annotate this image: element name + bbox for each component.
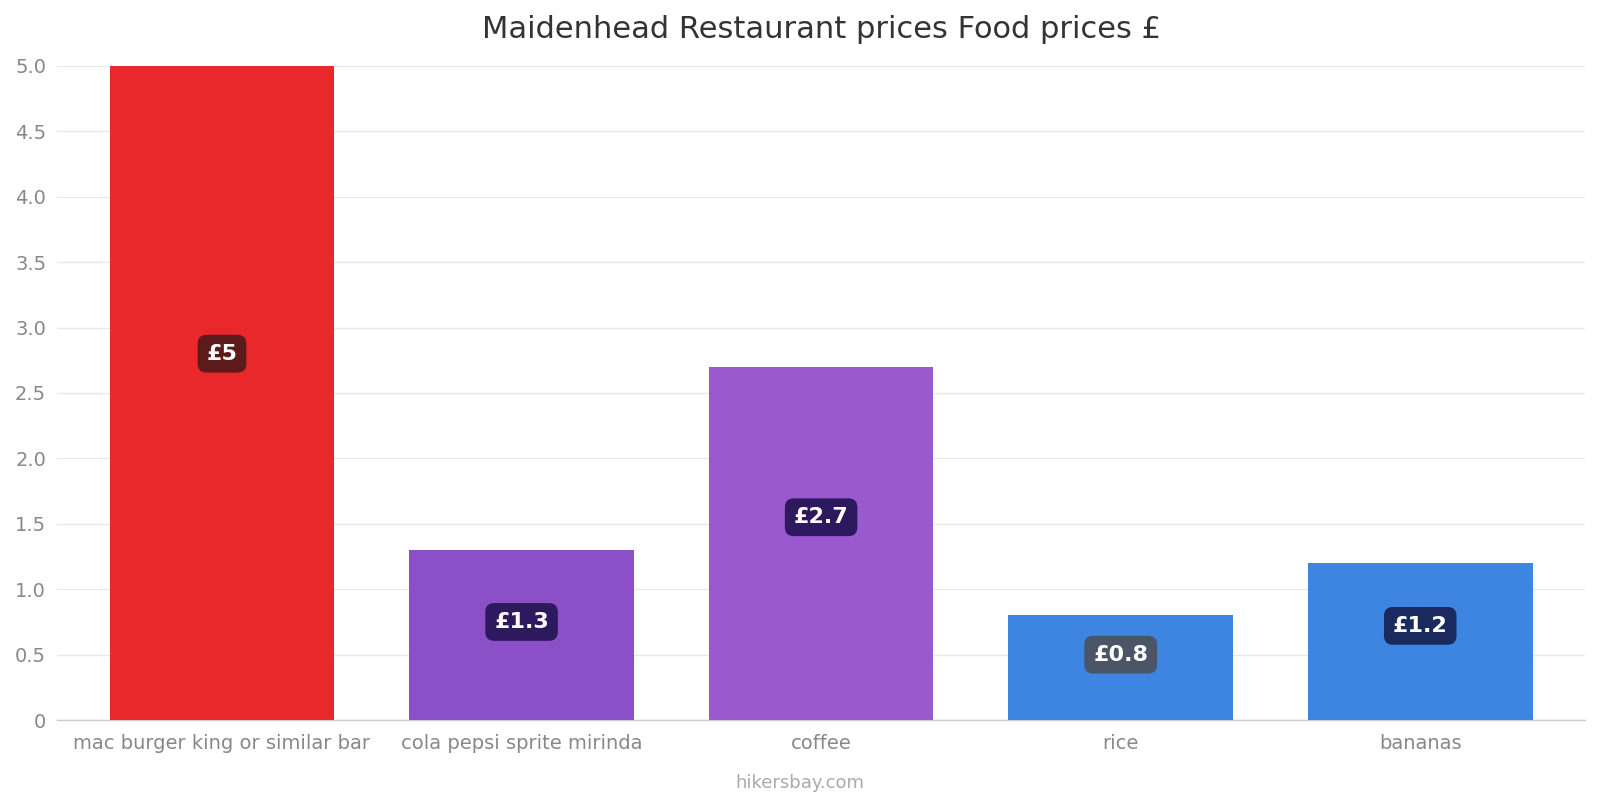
Bar [110,66,334,720]
Text: £2.7: £2.7 [794,507,848,527]
Bar [410,550,634,720]
Text: hikersbay.com: hikersbay.com [736,774,864,792]
Text: £5: £5 [206,344,237,364]
Bar [1008,615,1234,720]
Text: £1.3: £1.3 [494,612,549,632]
Title: Maidenhead Restaurant prices Food prices £: Maidenhead Restaurant prices Food prices… [482,15,1160,44]
Bar [1307,563,1533,720]
Bar [709,366,933,720]
Text: £1.2: £1.2 [1394,616,1448,636]
Text: £0.8: £0.8 [1093,645,1149,665]
